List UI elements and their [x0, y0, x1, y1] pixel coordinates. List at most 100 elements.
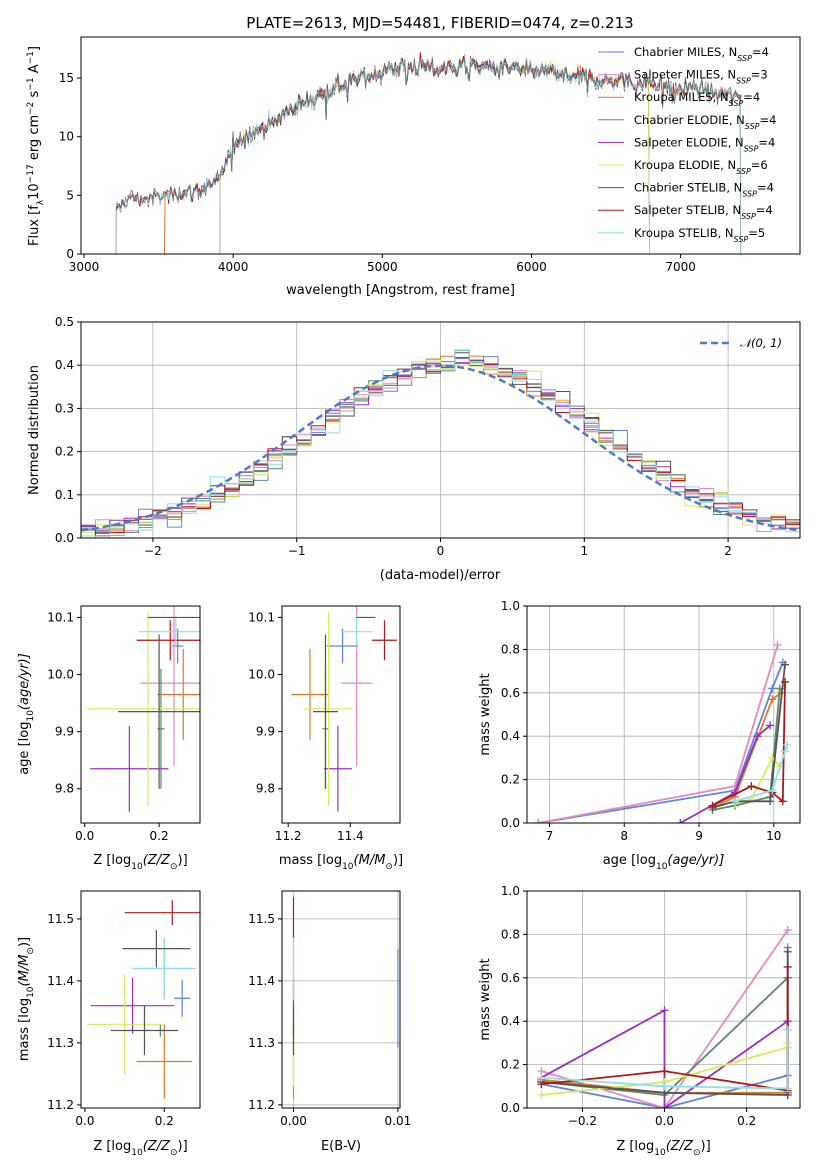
- y-tick-label: 9.9: [256, 725, 275, 739]
- weight-point-marker: [676, 819, 685, 823]
- legend-sub: SSP: [737, 54, 752, 63]
- legend-sub: SSP: [734, 234, 749, 243]
- weight-point-marker: [781, 677, 790, 686]
- y-tick-label: 0.4: [501, 1014, 520, 1028]
- weight-point-marker: [708, 801, 717, 810]
- weight-point-marker: [766, 797, 775, 806]
- y-tick-label: 0.6: [501, 686, 520, 700]
- x-tick-label: 0.01: [385, 1114, 412, 1128]
- legend-entry: Chabrier ELODIE, NSSP=4: [634, 113, 776, 131]
- panel-weight-vs-Z: −0.2 0.0 0.2 0.0 0.2 0.4 0.6 0.8 1.0 Z [log10(Z/Z…: [478, 884, 801, 1158]
- y-label-text: Flux [f: [27, 205, 42, 246]
- x-label-end: )]: [178, 853, 188, 868]
- weight-point-marker: [783, 740, 792, 749]
- y-label-sub: λ: [36, 199, 46, 205]
- panel-residual-histogram: −2 −1 0 1 2 0.0 0.1 0.2 0.3 0.4 0.5 𝒩(0, 1) (data-mo…: [27, 315, 801, 583]
- x-tick-label: 7: [546, 829, 554, 843]
- y-tick-label: 0.0: [501, 816, 520, 830]
- x-tick-label: 0.0: [75, 1114, 94, 1128]
- weight-point-marker: [534, 819, 543, 823]
- x-label-sub: 10: [131, 862, 143, 872]
- weight-point-marker: [768, 695, 777, 704]
- y-tick-label: 0: [66, 247, 74, 261]
- legend-label: Salpeter MILES, N: [634, 68, 736, 82]
- spectrum-observed: [115, 57, 742, 254]
- y-label-tail: (age/yr)]: [17, 653, 32, 710]
- x-tick-label: 10: [766, 829, 781, 843]
- x-label-tail: (Z/Z: [143, 1139, 171, 1154]
- x-tick-label: 2: [724, 544, 732, 558]
- normal-reference-curve: [81, 364, 800, 532]
- plot-area: [81, 349, 800, 538]
- weight-point-marker: [537, 1073, 546, 1082]
- weight-point-marker: [660, 1006, 669, 1015]
- x-tick-label: 0: [437, 544, 445, 558]
- x-axis-label: age [log10(age/yr)]: [603, 853, 725, 872]
- y-tick-label: 11.3: [248, 1036, 275, 1050]
- y-tick-label: 0.2: [501, 773, 520, 787]
- x-label-sun: ⊙: [170, 1148, 178, 1158]
- x-label-text: E(B-V): [321, 1139, 361, 1154]
- x-axis-label: E(B-V): [321, 1139, 361, 1154]
- y-label-exp: −1: [26, 51, 36, 64]
- weight-series-line: [538, 662, 784, 823]
- x-tick-label: 11.2: [275, 829, 302, 843]
- x-axis-label: Z [log10(Z/Z⊙)]: [616, 1139, 710, 1158]
- panel-age-vs-Z: 0.0 0.29.89.910.010.1Z [log10(Z/Z⊙)]age […: [17, 605, 201, 872]
- weight-point-marker: [783, 947, 792, 956]
- y-label-sub: 10: [26, 710, 36, 722]
- x-tick-label: 8: [620, 829, 628, 843]
- x-label-tail: (age/yr)]: [667, 853, 724, 868]
- plot-area: [292, 897, 399, 1099]
- axes-frame: [80, 605, 201, 824]
- x-label-text: age [log: [603, 853, 656, 868]
- x-tick-label: −2: [144, 544, 162, 558]
- y-tick-label: 10.0: [47, 668, 74, 682]
- spectrum-model-kroupa-stelib: [115, 58, 741, 254]
- y-axis-label: age [log10(age/yr)]: [17, 653, 36, 775]
- plot-area: [537, 926, 792, 1108]
- weight-point-marker: [730, 797, 739, 806]
- x-axis-label: Z [log10(Z/Z⊙)]: [93, 853, 187, 872]
- legend-sub: SSP: [742, 189, 757, 198]
- weight-point-marker: [747, 782, 756, 791]
- y-tick-label: 10.1: [47, 610, 74, 624]
- x-tick-label: 9: [695, 829, 703, 843]
- legend-label: Chabrier MILES, N: [634, 45, 737, 59]
- x-label-end: )]: [701, 1139, 711, 1154]
- y-label-text: mass [log: [17, 998, 32, 1061]
- weight-point-marker: [660, 1067, 669, 1076]
- weight-point-marker: [768, 786, 777, 795]
- x-tick-label: 7000: [665, 260, 696, 274]
- y-label-exp: −17: [26, 164, 36, 183]
- y-axis-label: mass [log10(M/M⊙)]: [17, 937, 36, 1061]
- y-tick-label: 1.0: [501, 599, 520, 613]
- weight-point-marker: [781, 747, 790, 756]
- x-label-tail: (M/M: [354, 853, 386, 868]
- y-label-end: )]: [17, 937, 32, 947]
- legend-label: Salpeter ELODIE, N: [634, 135, 744, 149]
- legend-entry: Salpeter ELODIE, NSSP=4: [634, 135, 775, 153]
- y-label-sun: ⊙: [26, 947, 36, 955]
- x-label-text: Z [log: [93, 853, 131, 868]
- x-tick-label: 5000: [367, 260, 398, 274]
- weight-point-marker: [781, 660, 790, 669]
- legend-label: Kroupa STELIB, N: [634, 226, 734, 240]
- y-tick-label: 9.9: [55, 725, 74, 739]
- weight-point-marker: [537, 1090, 546, 1099]
- legend-entry: Salpeter STELIB, NSSP=4: [634, 203, 773, 221]
- y-tick-label: 0.8: [501, 927, 520, 941]
- y-tick-label: 11.3: [47, 1036, 74, 1050]
- x-axis-label: mass [log10(M/M⊙)]: [279, 853, 403, 872]
- y-tick-label: 1.0: [501, 884, 520, 898]
- x-label-sub: 10: [654, 1148, 666, 1158]
- weight-point-marker: [766, 721, 775, 730]
- y-tick-label: 0.3: [55, 401, 74, 415]
- y-tick-label: 10.0: [248, 668, 275, 682]
- x-label-text: Z [log: [93, 1139, 131, 1154]
- x-label-sub: 10: [656, 862, 668, 872]
- x-axis-label: Z [log10(Z/Z⊙)]: [93, 1139, 187, 1158]
- legend-sub: SSP: [729, 99, 744, 108]
